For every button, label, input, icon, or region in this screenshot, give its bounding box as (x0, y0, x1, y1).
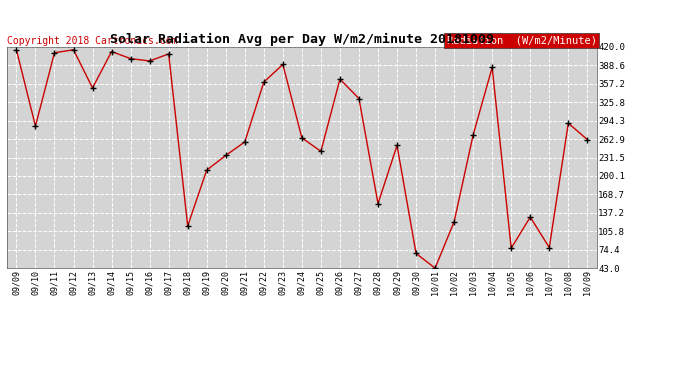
Title: Solar Radiation Avg per Day W/m2/minute 20181009: Solar Radiation Avg per Day W/m2/minute … (110, 33, 494, 46)
Text: Radiation  (W/m2/Minute): Radiation (W/m2/Minute) (447, 36, 597, 46)
Text: Copyright 2018 Cartronics.com: Copyright 2018 Cartronics.com (7, 36, 177, 46)
